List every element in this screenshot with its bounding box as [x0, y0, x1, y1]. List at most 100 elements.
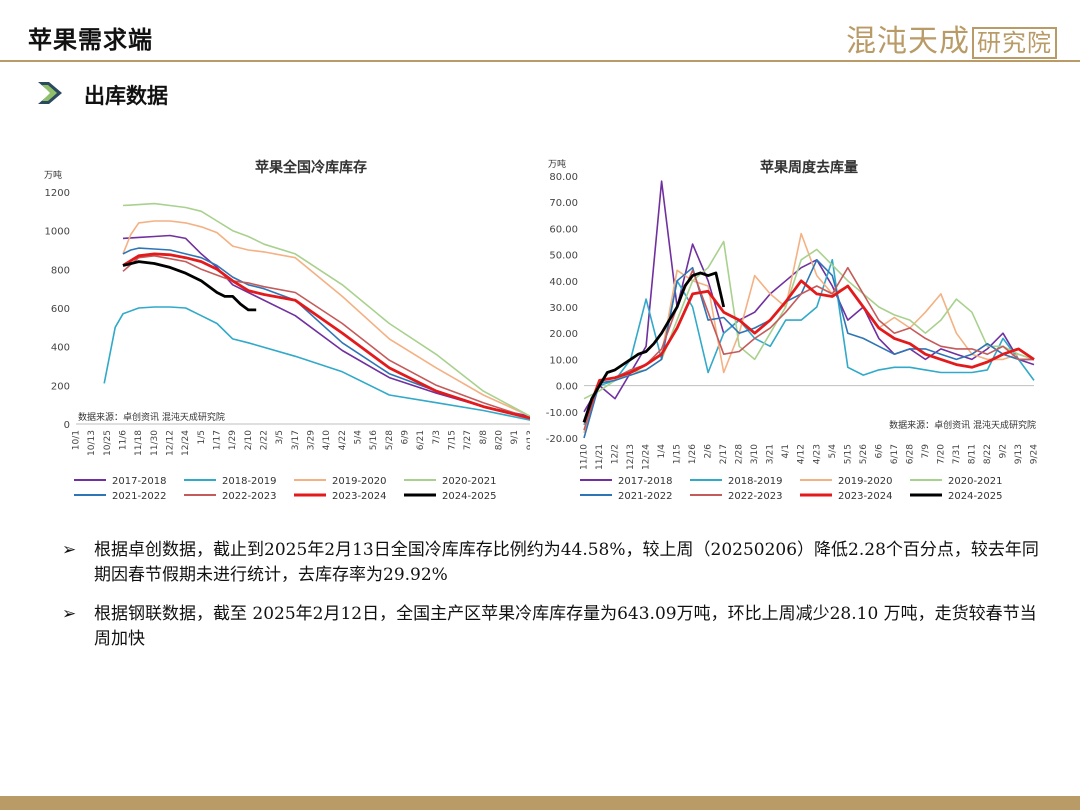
series-line-2023-2024	[122, 252, 530, 420]
x-tick-label: 12/24	[181, 430, 191, 456]
x-tick-label: 4/10	[322, 430, 332, 450]
x-tick-label: 12/13	[626, 444, 636, 470]
x-tick-label: 8/22	[983, 444, 993, 464]
page-title: 苹果需求端	[28, 25, 153, 54]
y-tick-label: -10.00	[546, 408, 578, 419]
x-tick-label: 7/3	[432, 430, 442, 444]
x-tick-label: 11/10	[580, 444, 590, 470]
section-title: 出库数据	[84, 83, 168, 108]
y-tick-label: -20.00	[546, 434, 578, 445]
x-tick-label: 12/24	[642, 444, 652, 470]
x-tick-label: 1/15	[673, 444, 683, 464]
bullet-item: ➢ 根据钢联数据，截至 2025年2月12日，全国主产区苹果冷库库存量为643.…	[62, 602, 1052, 652]
y-tick-label: 1000	[45, 227, 70, 238]
x-tick-label: 9/1	[510, 430, 520, 444]
bullet-text: 根据卓创数据，截止到2025年2月13日全国冷库库存比例约为44.58%，较上周…	[94, 540, 1039, 585]
x-tick-label: 6/21	[416, 430, 426, 450]
x-tick-label: 2/28	[735, 444, 745, 464]
legend-label: 2021-2022	[112, 491, 167, 502]
legend-label: 2023-2024	[332, 491, 387, 502]
x-tick-label: 2/6	[704, 444, 714, 459]
x-tick-label: 1/17	[213, 430, 223, 450]
x-tick-label: 10/25	[103, 430, 113, 456]
series-line-2017-2018	[122, 234, 530, 418]
series-line-2019-2020	[122, 220, 530, 418]
legend-label: 2024-2025	[442, 491, 497, 502]
x-tick-label: 6/17	[890, 444, 900, 464]
x-tick-label: 3/29	[307, 430, 317, 450]
series-line-2018-2019	[103, 306, 530, 421]
legend-label: 2021-2022	[618, 491, 673, 502]
x-tick-label: 8/8	[479, 430, 489, 445]
x-tick-label: 4/22	[338, 430, 348, 450]
chart-weekly-destock: 苹果周度去库量 万吨 -20.00 -10.00 0.00 10.00 20.00 30.00…	[546, 158, 1040, 502]
chevron-right-icon	[38, 82, 62, 104]
header-divider	[0, 60, 1080, 62]
x-tick-label: 11/6	[119, 430, 129, 450]
series-line-2022-2023	[122, 255, 530, 419]
x-tick-label: 3/5	[275, 430, 285, 444]
x-tick-label: 5/26	[859, 444, 869, 464]
series-line-2020-2021	[122, 202, 530, 418]
legend-label: 2022-2023	[728, 491, 783, 502]
x-tick-label: 2/10	[244, 430, 254, 450]
y-tick-label: 70.00	[549, 198, 578, 209]
y-tick-label: 10.00	[549, 355, 578, 366]
x-tick-label: 11/21	[595, 444, 605, 470]
x-tick-label: 3/21	[766, 444, 776, 464]
series-line-2024-2025	[122, 260, 257, 312]
x-tick-label: 10/1	[72, 430, 82, 450]
x-tick-label: 7/15	[448, 430, 458, 450]
logo: 混沌天成 研究院	[846, 16, 1057, 60]
x-tick-label: 7/31	[952, 444, 962, 464]
y-tick-label: 80.00	[549, 172, 578, 183]
logo-text: 混沌天成	[846, 24, 970, 59]
source-note: 数据来源：卓创资讯 混沌天成研究院	[78, 411, 225, 423]
x-tick-label: 9/13	[1014, 444, 1024, 464]
series-line-2021-2022	[583, 259, 1034, 439]
x-tick-label: 5/4	[828, 444, 838, 459]
x-tick-label: 9/2	[998, 444, 1008, 458]
x-tick-label: 9/24	[1030, 444, 1040, 464]
x-tick-label: 2/17	[719, 444, 729, 464]
y-tick-label: 600	[51, 304, 70, 315]
bullet-list: ➢ 根据卓创数据，截止到2025年2月13日全国冷库库存比例约为44.58%，较…	[62, 538, 1052, 666]
x-tick-label: 12/12	[166, 430, 176, 456]
series-line-2018-2019	[583, 259, 1035, 426]
y-tick-label: 800	[51, 265, 70, 276]
legend-label: 2022-2023	[222, 491, 277, 502]
x-tick-label: 7/27	[463, 430, 473, 450]
footer-bar	[0, 796, 1080, 810]
x-tick-label: 2/22	[260, 430, 270, 450]
series-line-2017-2018	[583, 180, 1035, 413]
legend-label: 2018-2019	[222, 476, 277, 487]
x-tick-label: 1/29	[228, 430, 238, 450]
bullet-text: 根据钢联数据，截至 2025年2月12日，全国主产区苹果冷库库存量为643.09…	[94, 604, 1037, 649]
x-tick-label: 3/10	[750, 444, 760, 464]
y-axis-unit: 万吨	[44, 169, 62, 181]
x-tick-label: 1/4	[657, 444, 667, 459]
legend-label: 2020-2021	[948, 476, 1003, 487]
x-tick-label: 9/13	[526, 430, 530, 450]
bullet-item: ➢ 根据卓创数据，截止到2025年2月13日全国冷库库存比例约为44.58%，较…	[62, 538, 1052, 588]
y-tick-label: 20.00	[549, 329, 578, 340]
legend-label: 2017-2018	[112, 476, 167, 487]
x-tick-label: 12/2	[611, 444, 621, 464]
x-tick-label: 8/11	[967, 444, 977, 464]
x-tick-label: 5/15	[843, 444, 853, 464]
x-tick-label: 11/18	[134, 430, 144, 456]
x-tick-label: 4/1	[781, 444, 791, 458]
legend-label: 2018-2019	[728, 476, 783, 487]
legend-label: 2024-2025	[948, 491, 1003, 502]
x-tick-label: 7/20	[936, 444, 946, 464]
y-tick-label: 40.00	[549, 277, 578, 288]
legend-label: 2019-2020	[838, 476, 893, 487]
x-tick-label: 6/28	[905, 444, 915, 464]
x-tick-label: 6/9	[401, 430, 411, 445]
logo-box-text: 研究院	[972, 27, 1057, 59]
x-tick-label: 5/28	[385, 430, 395, 450]
y-tick-label: 0	[64, 420, 70, 431]
y-tick-label: 50.00	[549, 251, 578, 262]
x-tick-label: 1/26	[688, 444, 698, 464]
